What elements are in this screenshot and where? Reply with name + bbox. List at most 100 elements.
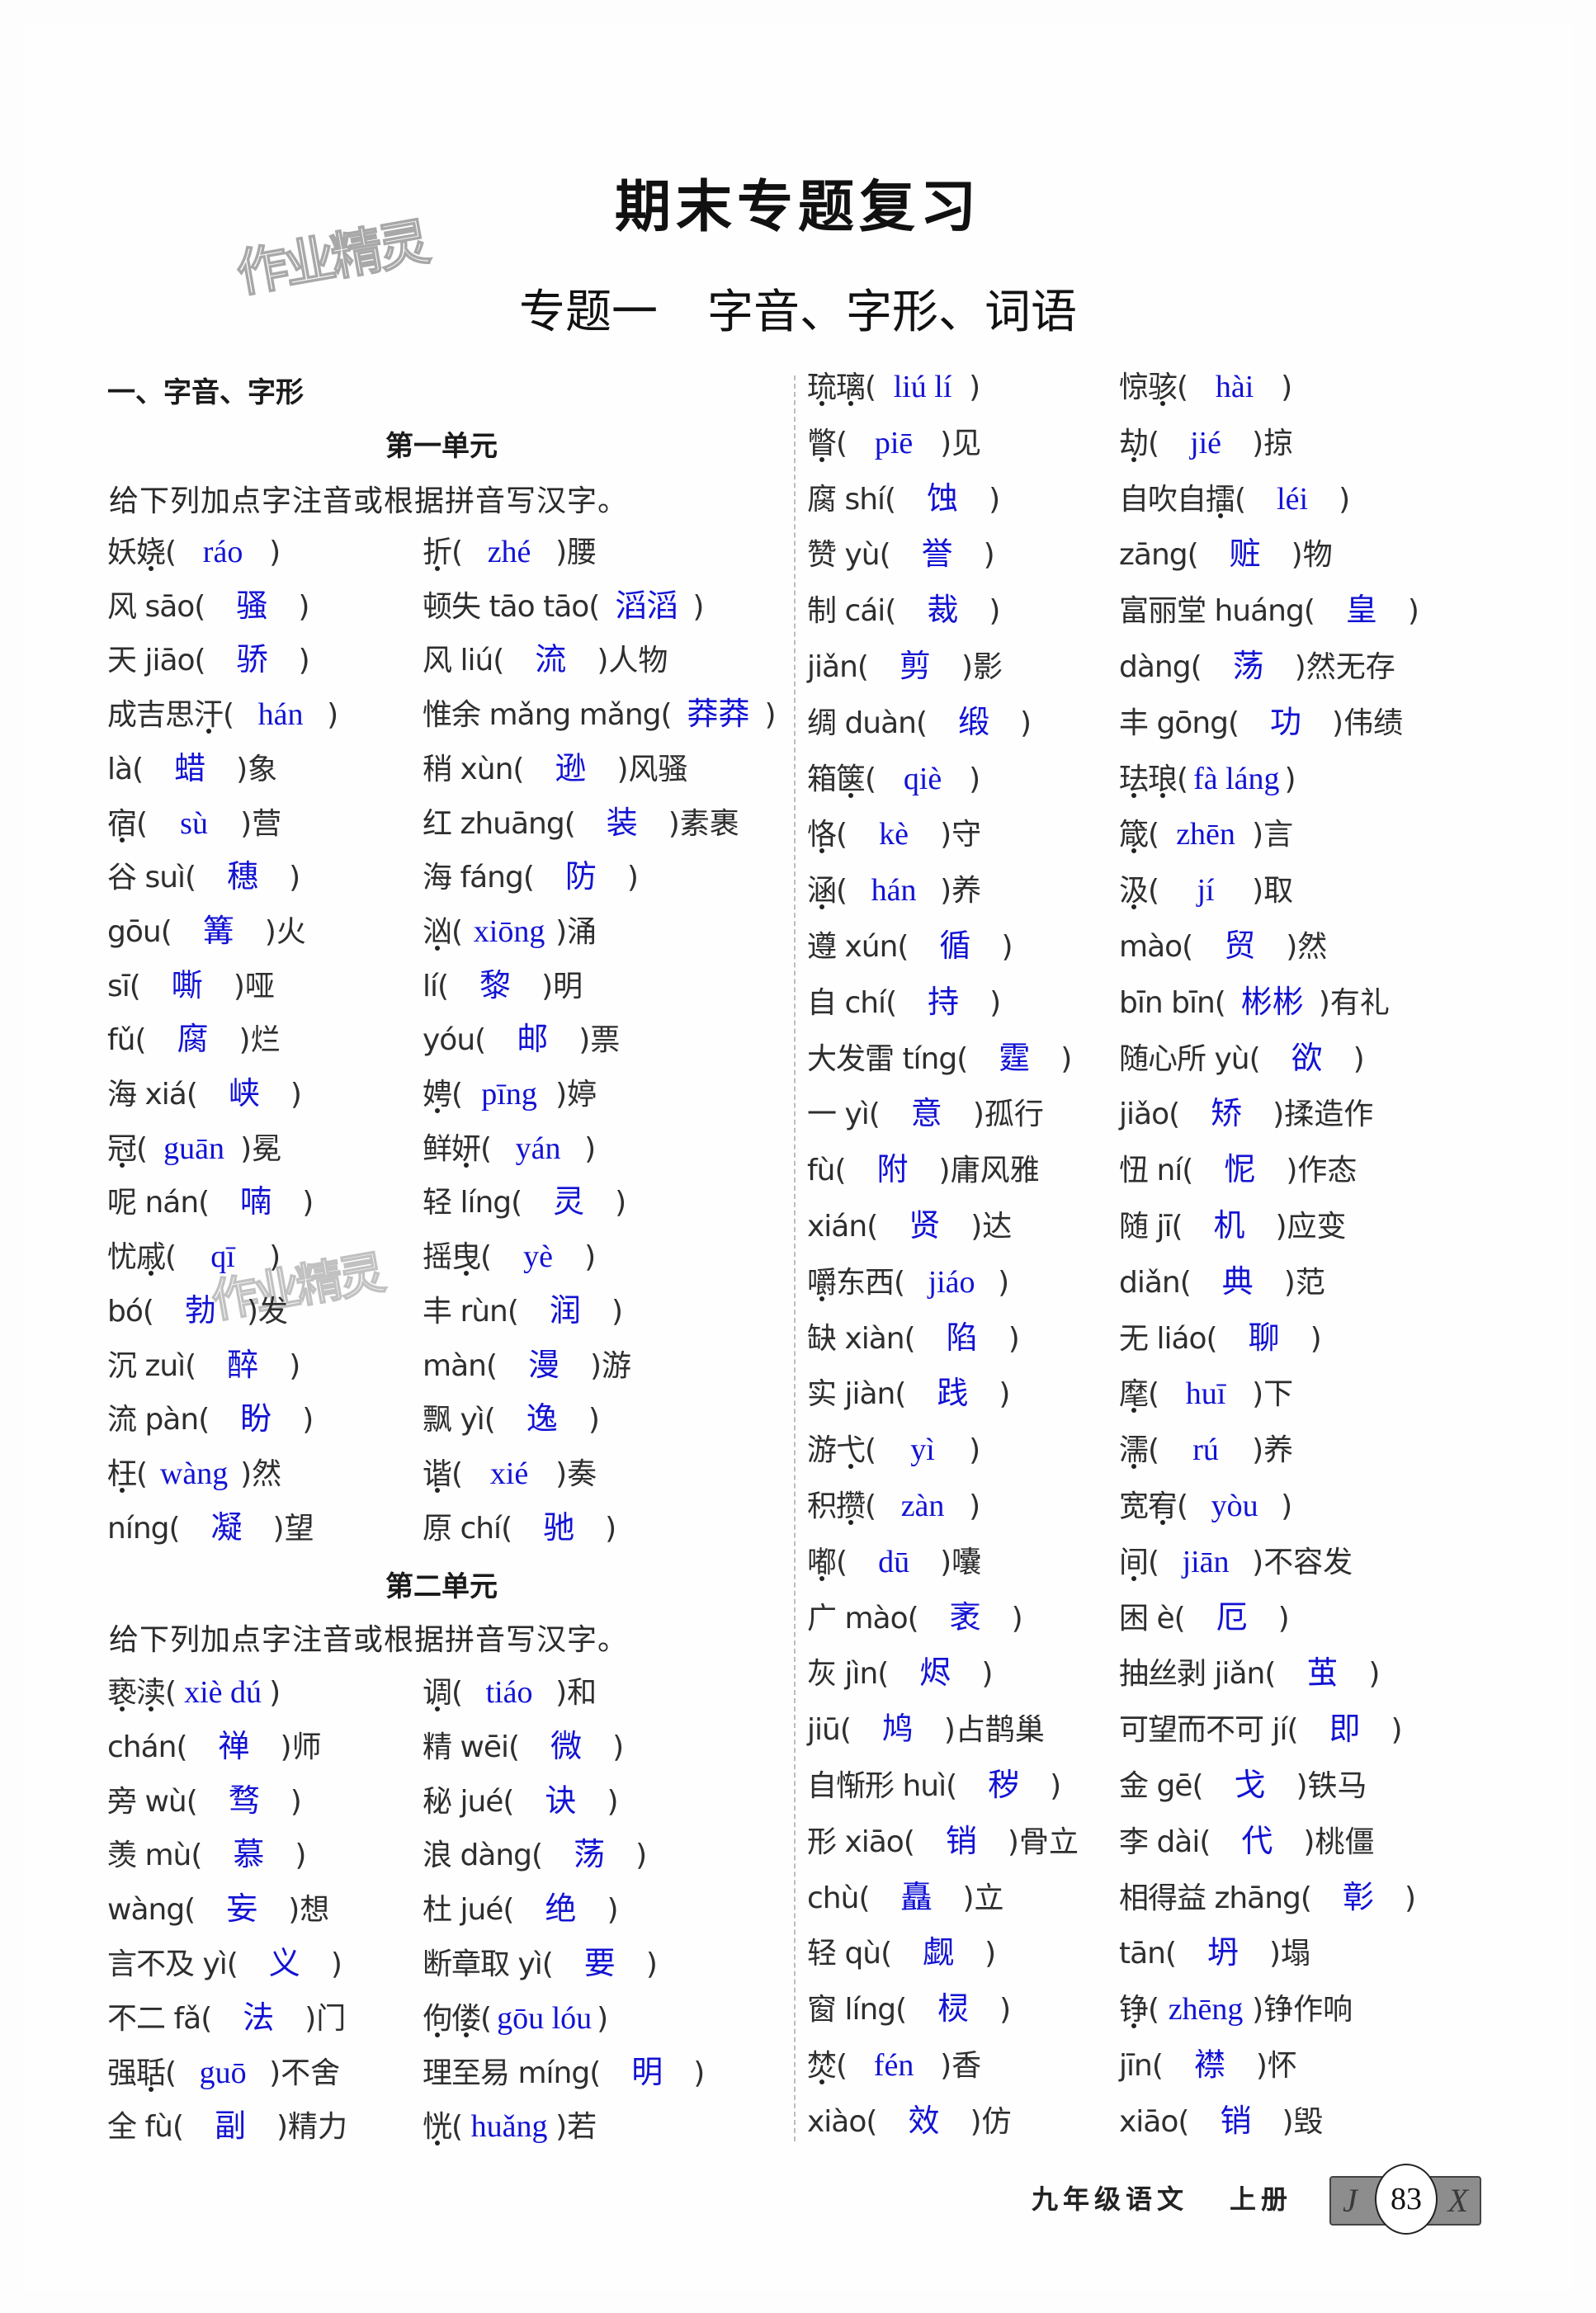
open-paren: ( [885, 482, 897, 517]
exercise-item: 缺 xiàn(陷) [807, 1311, 1020, 1366]
unit-1-title: 第一单元 [385, 430, 498, 463]
answer: 诀 [545, 1783, 577, 1819]
suffix-text: 精力 [288, 2110, 348, 2145]
open-paren: ( [834, 1154, 847, 1188]
close-paren: ) [998, 1265, 1010, 1300]
exercise-item: 瞥(piē)见 [807, 416, 981, 470]
exercise-item: 形 xiāo(销)骨立 [807, 1815, 1079, 1869]
exercise-item: 冠(guān)冕 [107, 1121, 281, 1176]
emphasis-dot-icon [434, 1108, 440, 1113]
open-paren: ( [485, 1348, 498, 1383]
emphasis-dot-icon [819, 1575, 824, 1581]
suffix-text: 游 [602, 1348, 632, 1383]
answer: 皇 [1345, 593, 1377, 629]
exercise-item: 忧戚(qī) [107, 1230, 281, 1284]
open-paren: ( [588, 589, 601, 624]
question-text: 嘟 [807, 1545, 837, 1579]
close-paren: ) [588, 1403, 600, 1437]
close-paren: ) [1007, 1824, 1019, 1859]
open-paren: ( [541, 1947, 554, 1981]
exercise-item: wàng(妄)想 [107, 1882, 329, 1937]
close-paren: ) [289, 1348, 301, 1383]
exercise-item: 杜 jué(绝) [423, 1882, 619, 1937]
close-paren: ) [1282, 2104, 1294, 2139]
answer: 醉 [227, 1348, 259, 1383]
suffix-text: 师 [291, 1730, 322, 1764]
exercise-item: 濡(rú)养 [1119, 1423, 1293, 1477]
exercise-item: 沉 zuì(醉) [107, 1338, 300, 1393]
answer: 持 [928, 984, 960, 1020]
open-paren: ( [142, 1294, 154, 1329]
emphasis-dot-icon [1131, 1464, 1136, 1470]
suffix-text: 哑 [244, 969, 275, 1003]
close-paren: ) [940, 426, 952, 460]
exercise-item: 轻 líng(灵) [423, 1175, 626, 1230]
emphasis-dot-icon [1131, 792, 1136, 798]
exercise-item: 红 zhuāng(装)素裹 [423, 796, 739, 851]
answer: léi [1277, 481, 1309, 517]
exercise-item: 羡 mù(慕) [107, 1828, 306, 1882]
open-paren: ( [451, 1078, 464, 1112]
close-paren: ) [233, 969, 245, 1003]
exercise-item: 不二 fǎ(法)门 [107, 1991, 346, 2046]
suffix-text: 占鹊巢 [955, 1713, 1045, 1748]
exercise-item: 无 liáo(聊) [1119, 1311, 1322, 1366]
close-paren: ) [298, 589, 310, 624]
question-text: 杜 jué [423, 1893, 503, 1928]
answer: 彰 [1342, 1880, 1374, 1915]
open-paren: ( [865, 371, 877, 404]
answer: 矗 [900, 1880, 933, 1915]
question-text: 精 wēi [423, 1730, 509, 1764]
exercise-item: 全 fù(副)精力 [107, 2099, 347, 2154]
suffix-text: 人物 [608, 644, 668, 678]
close-paren: ) [302, 1403, 314, 1437]
close-paren: ) [555, 914, 568, 949]
close-paren: ) [330, 1947, 342, 1981]
suffix-text: 下 [1263, 1377, 1294, 1412]
question-text: 秘 jué [423, 1784, 503, 1819]
exercise-item: chù(矗)立 [807, 1871, 1004, 1925]
exercise-item: 忸 ní(怩)作态 [1119, 1143, 1357, 1197]
close-paren: ) [970, 2104, 982, 2139]
close-paren: ) [295, 1839, 307, 1873]
topic-title: 专题一 字音、字形、词语 [0, 275, 1596, 342]
question-text: 自 chí [807, 985, 886, 1020]
open-paren: ( [836, 2049, 848, 2083]
unit-2-instruction: 给下列加点字注音或根据拼音写汉字。 [109, 1623, 629, 1657]
open-paren: ( [839, 1713, 852, 1748]
question-text: 琉璃 [807, 371, 866, 404]
open-paren: ( [564, 806, 576, 841]
exercise-item: 间(jiān)不容发 [1119, 1535, 1353, 1589]
answer: 逸 [526, 1402, 558, 1437]
question-text: fǔ [107, 1023, 135, 1058]
answer: hán [257, 697, 304, 733]
answer: 流 [535, 643, 567, 678]
emphasis-dot-icon [848, 401, 853, 406]
question-text: xiào [807, 2104, 866, 2139]
emphasis-dot-icon [119, 1162, 125, 1168]
exercise-item: 窗 líng(棂) [807, 1982, 1011, 2037]
question-text: 抽丝剥 jiǎn [1119, 1657, 1265, 1692]
open-paren: ( [522, 861, 535, 895]
open-paren: ( [877, 1657, 890, 1692]
open-paren: ( [451, 1456, 464, 1491]
open-paren: ( [451, 2110, 464, 2145]
exercise-item: 风 liú(流)人物 [423, 633, 668, 687]
open-paren: ( [1192, 1769, 1204, 1803]
question-text: 鲜妍 [423, 1131, 481, 1166]
question-text: 风 liú [423, 644, 493, 678]
question-text: 相得益 zhāng [1119, 1881, 1301, 1915]
suffix-text: 作态 [1297, 1154, 1358, 1188]
exercise-item: 旁 wù(骛) [107, 1774, 302, 1829]
open-paren: ( [480, 2001, 493, 2036]
exercise-item: 抽丝剥 jiǎn(茧) [1119, 1646, 1380, 1701]
close-paren: ) [940, 818, 952, 852]
answer: 穗 [227, 860, 259, 895]
open-paren: ( [879, 538, 891, 573]
exercise-item: 自 chí(持) [807, 975, 1001, 1030]
answer: 循 [939, 929, 971, 964]
answer: 要 [583, 1947, 616, 1981]
close-paren: ) [1252, 426, 1264, 460]
question-text: lí [423, 969, 438, 1003]
exercise-item: 秘 jué(诀) [423, 1774, 619, 1829]
